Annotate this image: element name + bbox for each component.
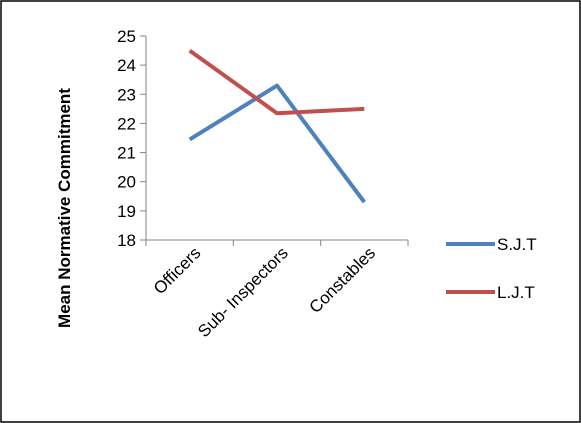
series-lines: [188, 48, 366, 204]
y-axis-title: Mean Normative Commitment: [55, 88, 74, 328]
y-tick-label: 25: [117, 27, 136, 46]
y-axis-ticks: 18 19 20 21 22 23 24 25: [117, 27, 146, 250]
series-line-s-j-t: [188, 83, 366, 204]
y-tick-label: 18: [117, 231, 136, 250]
y-tick-label: 21: [117, 144, 136, 163]
legend-label: L.J.T: [497, 283, 535, 302]
series-line-l-j-t: [188, 48, 365, 116]
axes: [145, 36, 408, 241]
y-tick-label: 22: [117, 114, 136, 133]
y-tick-label: 23: [117, 85, 136, 104]
legend: S.J.T L.J.T: [446, 235, 537, 302]
y-tick-label: 20: [117, 173, 136, 192]
legend-label: S.J.T: [497, 235, 537, 254]
y-tick-label: 19: [117, 202, 136, 221]
y-tick-label: 24: [117, 56, 136, 75]
